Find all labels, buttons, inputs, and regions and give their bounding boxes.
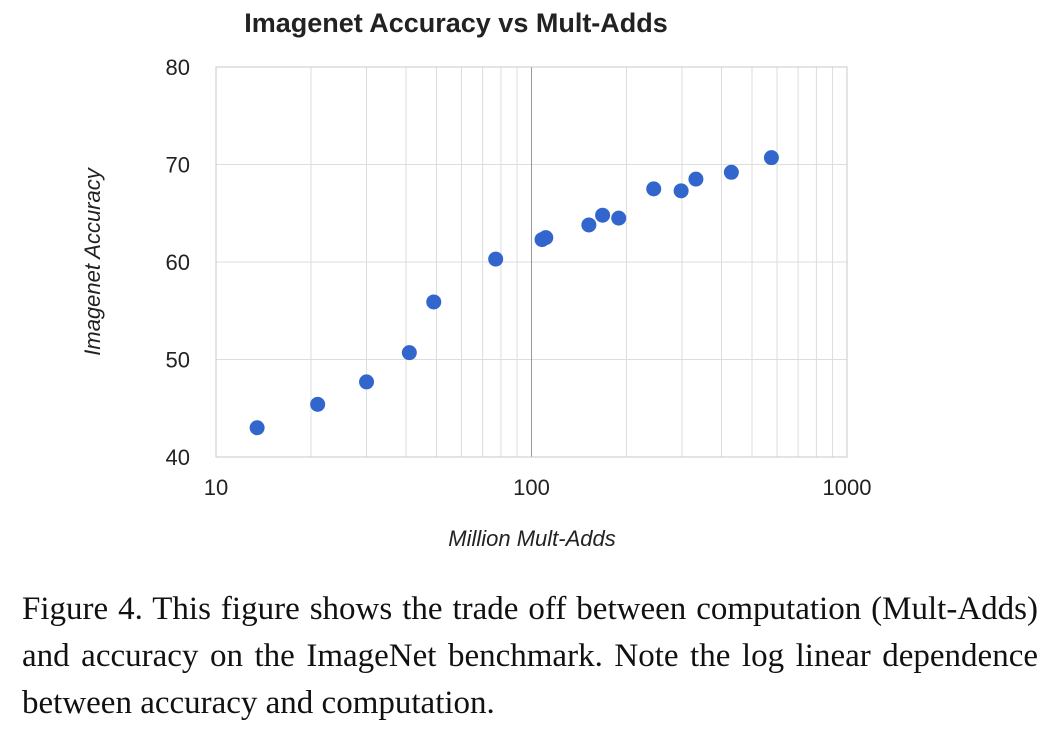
data-point bbox=[763, 150, 779, 166]
y-axis-label: Imagenet Accuracy bbox=[80, 166, 105, 355]
data-point bbox=[401, 345, 417, 361]
x-axis-label: Million Mult-Adds bbox=[448, 526, 616, 551]
data-point bbox=[249, 420, 265, 436]
y-tick-label: 70 bbox=[166, 153, 190, 178]
y-tick-label: 40 bbox=[166, 445, 190, 470]
data-point bbox=[723, 164, 739, 180]
x-tick-labels: 10 100 1000 bbox=[204, 475, 872, 500]
x-tick-label: 1000 bbox=[823, 475, 872, 500]
y-tick-label: 60 bbox=[166, 250, 190, 275]
data-point bbox=[310, 396, 326, 412]
scatter-chart: Imagenet Accuracy vs Mult-Adds 80 70 60 50 4… bbox=[80, 8, 872, 551]
y-tick-labels: 80 70 60 50 40 bbox=[166, 55, 190, 470]
x-tick-label: 100 bbox=[513, 475, 550, 500]
grid-lines bbox=[216, 67, 847, 457]
data-point bbox=[673, 183, 689, 199]
data-point bbox=[359, 374, 375, 390]
data-point bbox=[488, 251, 504, 267]
figure-caption: Figure 4. This figure shows the trade of… bbox=[22, 591, 1038, 721]
data-point bbox=[581, 217, 597, 233]
y-tick-label: 50 bbox=[166, 348, 190, 373]
data-point bbox=[595, 207, 611, 223]
data-point bbox=[538, 230, 554, 246]
plot-frame bbox=[215, 66, 848, 458]
chart-title: Imagenet Accuracy vs Mult-Adds bbox=[244, 8, 668, 38]
data-point bbox=[426, 294, 442, 310]
data-point bbox=[646, 181, 662, 197]
data-points bbox=[249, 150, 779, 436]
data-point bbox=[611, 210, 627, 226]
y-tick-label: 80 bbox=[166, 55, 190, 80]
x-tick-label: 10 bbox=[204, 475, 228, 500]
data-point bbox=[688, 171, 704, 187]
